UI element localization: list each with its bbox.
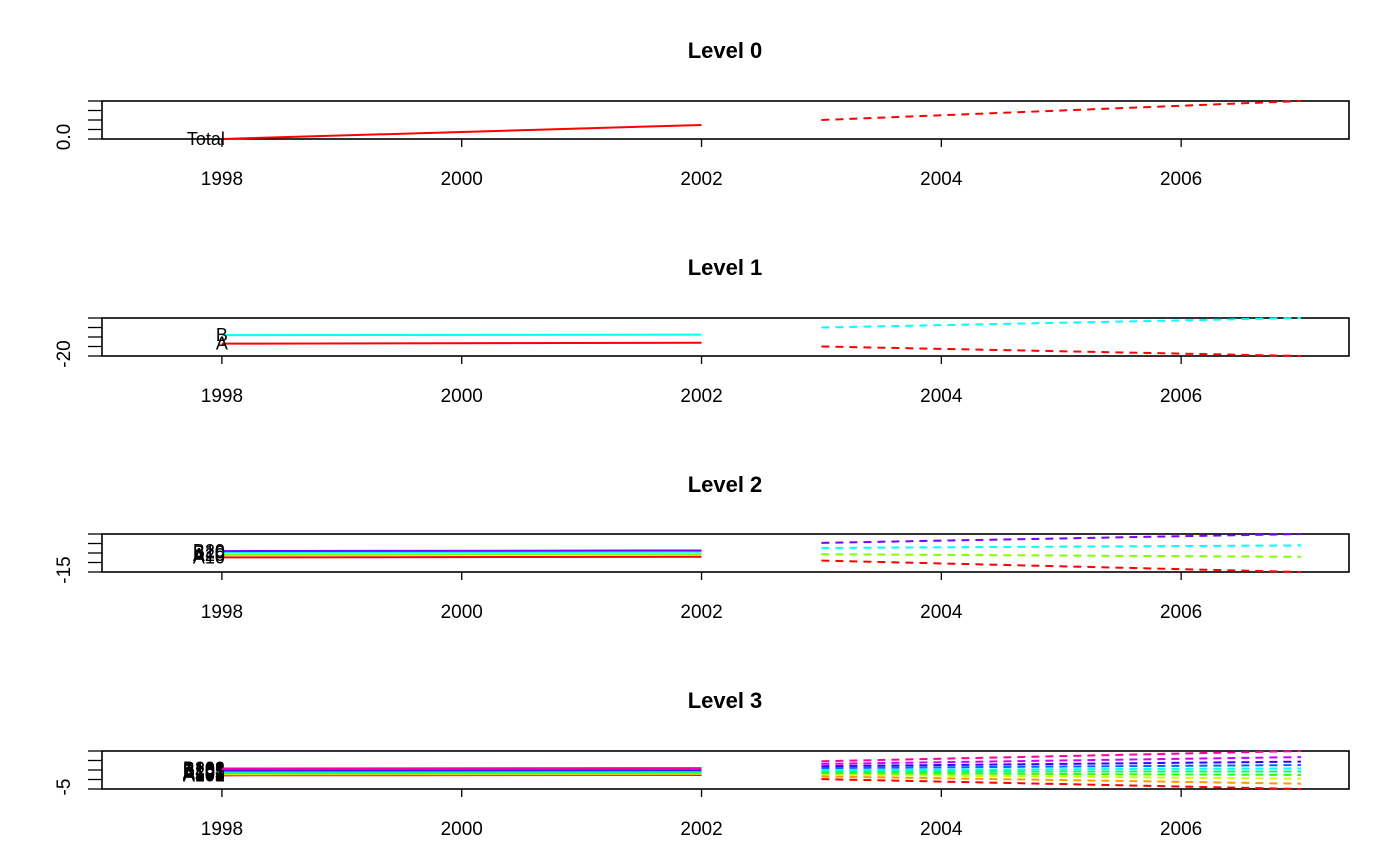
forecast-line-B201: [821, 756, 1302, 765]
x-tick-label: 2000: [441, 819, 483, 840]
forecast-line-B20: [821, 533, 1302, 544]
panel-level-2: Level 2 1998 2000 2002 2004 2006 -15 A10A20B10B…: [54, 472, 1350, 623]
y-tick-label: -5: [54, 779, 75, 796]
history-line-A: [221, 341, 702, 345]
x-tick-label: 1998: [201, 819, 243, 840]
series-label: B101: [183, 762, 225, 782]
y-tick-label: 0.0: [54, 124, 75, 150]
series-label: B: [216, 325, 228, 345]
forecast-line-A10: [821, 559, 1302, 573]
forecast-line-A102: [821, 775, 1302, 785]
x-tick-label: 1998: [201, 169, 243, 190]
forecast-line-B103: [821, 760, 1302, 768]
series-label: B10: [193, 542, 225, 562]
series-label: B202: [183, 758, 225, 778]
x-tick-label: 2002: [680, 169, 722, 190]
series-label: B20: [193, 541, 225, 561]
history-line-A20: [221, 553, 702, 556]
forecast-line-B10: [821, 544, 1302, 549]
x-tick-label: 2006: [1160, 602, 1202, 623]
plot-frame: [101, 317, 1350, 357]
x-tick-label: 2002: [680, 386, 722, 407]
x-tick-label: 2002: [680, 602, 722, 623]
series-label: A201: [183, 763, 225, 783]
forecast-line-A20: [821, 553, 1302, 558]
forecast-line-A101: [821, 778, 1302, 790]
series-label: B103: [183, 760, 225, 780]
series-label: B201: [183, 759, 225, 779]
history-line-Total: [221, 123, 702, 140]
panel-title: Level 1: [688, 255, 763, 280]
y-tick-label: -15: [54, 556, 75, 583]
series-label: A202: [183, 762, 225, 782]
series-label: A103: [183, 764, 225, 784]
x-tick-label: 1998: [201, 386, 243, 407]
series-label: B102: [183, 761, 225, 781]
x-tick-label: 2000: [441, 169, 483, 190]
panel-level-1: Level 1 1998 2000 2002 2004 2006 -20 AB: [54, 255, 1350, 407]
x-tick-label: 2006: [1160, 169, 1202, 190]
history-line-B20: [221, 549, 702, 553]
series-label: A20: [193, 545, 225, 565]
history-line-B10: [221, 550, 702, 554]
history-line-A10: [221, 555, 702, 559]
y-tick-label: -20: [54, 340, 75, 367]
series-label: Total: [187, 129, 225, 149]
x-tick-label: 2000: [441, 602, 483, 623]
series-label: A10: [193, 547, 225, 567]
panel-level-0: Level 0 1998 2000 2002 2004 2006 0.0 Total: [54, 38, 1350, 190]
x-tick-label: 2002: [680, 819, 722, 840]
forecast-line-B102: [821, 764, 1302, 770]
panel-title: Level 0: [688, 38, 763, 63]
panel-title: Level 2: [688, 472, 763, 497]
series-label: A: [216, 334, 228, 354]
forecast-line-B202: [821, 750, 1302, 763]
x-tick-label: 2004: [920, 819, 963, 840]
forecast-line-B: [821, 317, 1302, 329]
series-label: A101: [183, 765, 225, 785]
x-tick-label: 2004: [920, 386, 963, 407]
x-tick-label: 2004: [920, 169, 963, 190]
forecast-line-A: [821, 345, 1302, 357]
x-tick-label: 2006: [1160, 819, 1202, 840]
x-tick-label: 2000: [441, 386, 483, 407]
forecast-line-Total: [821, 100, 1302, 121]
panel-title: Level 3: [688, 688, 763, 713]
forecast-line-B101: [821, 767, 1302, 771]
x-tick-label: 2004: [920, 602, 963, 623]
x-tick-label: 2006: [1160, 386, 1202, 407]
panel-level-3: Level 3 1998 2000 2002 2004 2006 -5 A101A102A10…: [54, 688, 1350, 840]
x-tick-label: 1998: [201, 602, 243, 623]
forecast-line-A103: [821, 773, 1302, 780]
forecast-line-A201: [821, 772, 1302, 776]
series-label: A102: [183, 765, 225, 785]
